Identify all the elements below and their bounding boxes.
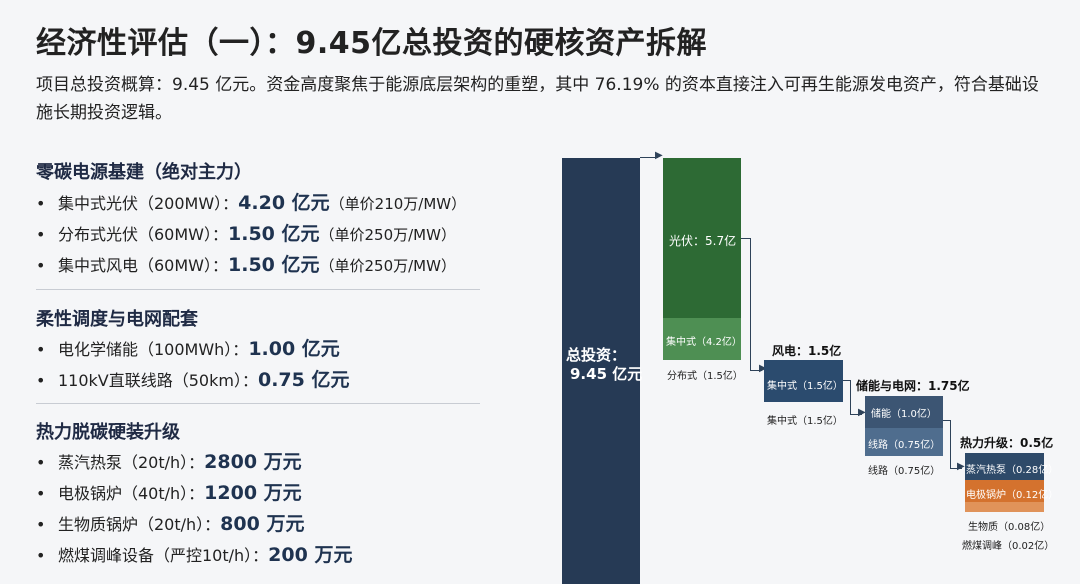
item-name: 燃煤调峰设备（严控10t/h）：	[58, 546, 269, 565]
connector-line	[750, 238, 751, 370]
item-value: 1.00 亿元	[248, 338, 340, 360]
connector-line	[741, 238, 751, 239]
wind-bar	[764, 360, 843, 402]
page-subtitle: 项目总投资概算：9.45 亿元。资金高度聚焦于能源底层架构的重塑，其中 76.1…	[36, 75, 1039, 123]
bullet: •	[36, 484, 46, 503]
bullet: •	[36, 453, 46, 472]
list-item: • 分布式光伏（60MW）：1.50 亿元（单价250万/MW）	[36, 219, 496, 250]
storage-part-label: 线路（0.75亿）	[868, 466, 941, 477]
total-label: 总投资：	[566, 346, 627, 364]
bullet: •	[36, 371, 46, 390]
heat-part-label: 电极锅炉（0.12亿）	[966, 490, 1059, 501]
connector-line	[950, 468, 962, 469]
page-title: 经济性评估（一）：9.45亿总投资的硬核资产拆解	[36, 26, 708, 61]
item-value: 1.50 亿元	[228, 254, 320, 276]
list-grid: • 电化学储能（100MWh）：1.00 亿元 • 110kV直联线路（50km）：…	[36, 334, 496, 396]
item-value: 4.20 亿元	[238, 192, 330, 214]
list-heat: • 蒸汽热泵（20t/h）：2800 万元 • 电极锅炉（40t/h）：1200 万…	[36, 447, 496, 571]
bullet: •	[36, 225, 46, 244]
list-item: • 电极锅炉（40t/h）：1200 万元	[36, 478, 496, 509]
item-name: 集中式光伏（200MW）：	[58, 194, 239, 213]
connector-line	[640, 157, 658, 158]
list-item: • 蒸汽热泵（20t/h）：2800 万元	[36, 447, 496, 478]
electrode-boiler-bar	[965, 480, 1044, 502]
section-title-power: 零碳电源基建（绝对主力）	[36, 162, 252, 183]
storage-part-label: 线路（0.75亿）	[868, 440, 941, 451]
item-note: （单价210万/MW）	[329, 195, 467, 213]
arrow-right-icon: ▶	[858, 407, 866, 418]
item-name: 电极锅炉（40t/h）：	[58, 484, 205, 503]
heat-part-label: 生物质（0.08亿）	[968, 522, 1051, 533]
bullet: •	[36, 546, 46, 565]
item-value: 1.50 亿元	[228, 223, 320, 245]
list-item: • 燃煤调峰设备（严控10t/h）：200 万元	[36, 540, 496, 571]
list-item: • 集中式风电（60MW）：1.50 亿元（单价250万/MW）	[36, 250, 496, 281]
list-power: • 集中式光伏（200MW）：4.20 亿元（单价210万/MW） • 分布式光伏（…	[36, 188, 496, 281]
connector-line	[950, 420, 951, 468]
pv-centralized-bar	[663, 158, 741, 318]
arrow-right-icon: ▶	[759, 363, 767, 374]
wind-part-label: 集中式（1.5亿）	[767, 416, 843, 427]
divider	[36, 289, 480, 290]
item-note: （单价250万/MW）	[319, 226, 456, 244]
item-name: 集中式风电（60MW）：	[58, 256, 228, 275]
pv-header: 光伏：5.7亿	[669, 234, 737, 248]
storage-bar	[865, 396, 943, 428]
item-name: 110kV直联线路（50km）：	[58, 371, 258, 390]
item-name: 分布式光伏（60MW）：	[58, 225, 228, 244]
item-value: 2800 万元	[204, 451, 302, 473]
connector-line	[850, 380, 851, 414]
total-value: 9.45 亿元	[570, 365, 643, 383]
section-title-heat: 热力脱碳硬装升级	[36, 422, 180, 443]
storage-header: 储能与电网：1.75亿	[856, 379, 970, 393]
connector-line	[943, 420, 951, 421]
section-title-grid: 柔性调度与电网配套	[36, 309, 198, 330]
list-item: • 集中式光伏（200MW）：4.20 亿元（单价210万/MW）	[36, 188, 496, 219]
biomass-bar	[965, 502, 1044, 512]
connector-line	[850, 414, 862, 415]
item-value: 800 万元	[220, 513, 305, 535]
pv-part-label: 集中式（4.2亿）	[666, 337, 742, 348]
item-value: 200 万元	[268, 544, 353, 566]
connector-line	[750, 370, 762, 371]
wind-part-label: 集中式（1.5亿）	[767, 381, 843, 392]
bullet: •	[36, 194, 46, 213]
wind-header: 风电：1.5亿	[772, 344, 842, 358]
heat-pump-bar	[965, 453, 1044, 480]
connector-line	[843, 380, 851, 381]
item-value: 1200 万元	[204, 482, 302, 504]
item-name: 电化学储能（100MWh）：	[58, 340, 249, 359]
item-name: 生物质锅炉（20t/h）：	[58, 515, 221, 534]
heat-header: 热力升级：0.5亿	[960, 436, 1054, 450]
item-note: （单价250万/MW）	[319, 257, 456, 275]
list-item: • 电化学储能（100MWh）：1.00 亿元	[36, 334, 496, 365]
heat-part-label: 蒸汽热泵（0.28亿）	[966, 465, 1059, 476]
bullet: •	[36, 515, 46, 534]
pv-part-label: 分布式（1.5亿）	[667, 371, 743, 382]
divider	[36, 403, 480, 404]
pv-distributed-bar	[663, 318, 741, 360]
list-item: • 生物质锅炉（20t/h）：800 万元	[36, 509, 496, 540]
line-bar	[865, 428, 943, 456]
heat-part-label: 燃煤调峰（0.02亿）	[962, 541, 1055, 552]
list-item: • 110kV直联线路（50km）：0.75 亿元	[36, 365, 496, 396]
item-value: 0.75 亿元	[257, 369, 350, 391]
item-name: 蒸汽热泵（20t/h）：	[58, 453, 205, 472]
total-bar	[562, 158, 640, 584]
arrow-right-icon: ▶	[957, 461, 965, 472]
arrow-right-icon: ▶	[655, 150, 663, 161]
bullet: •	[36, 256, 46, 275]
bullet: •	[36, 340, 46, 359]
storage-part-label: 储能（1.0亿）	[871, 409, 937, 420]
